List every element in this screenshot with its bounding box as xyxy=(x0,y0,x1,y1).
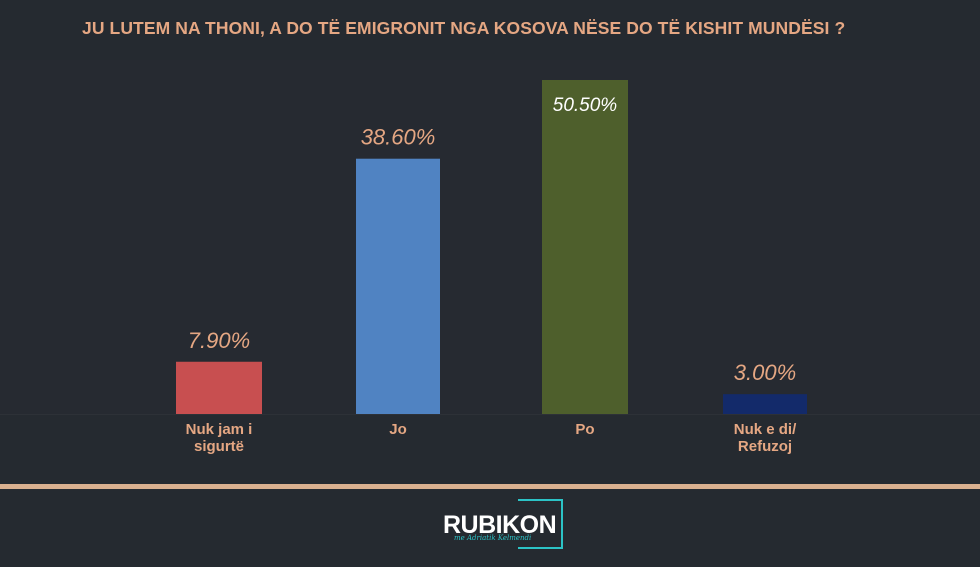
bar-1 xyxy=(176,361,262,414)
category-label-1: Nuk jam i sigurtë xyxy=(186,421,253,455)
logo-frame xyxy=(518,499,563,549)
logo-text: RUBIKON xyxy=(443,511,557,539)
bar-2 xyxy=(356,158,440,414)
category-label-4: Nuk e di/Refuzoj xyxy=(734,421,797,455)
bar-chart: 7.90% Nuk jam i sigurtë 38.60% Jo 50.50% Po 3.0… xyxy=(0,60,980,455)
plot-area xyxy=(0,60,980,415)
chart-title: JU LUTEM NA THONI, A DO TË EMIGRONIT NGA… xyxy=(82,18,846,38)
category-label-2: Jo xyxy=(389,421,407,438)
data-label-3: 50.50% xyxy=(553,95,618,116)
data-label-4: 3.00% xyxy=(734,360,796,385)
category-label-3: Po xyxy=(575,421,594,438)
bar-3 xyxy=(542,80,628,414)
logo-signature: me Adriatik Kelmendi xyxy=(454,534,532,542)
bar-4 xyxy=(723,394,807,414)
brand-logo: RUBIKON me Adriatik Kelmendi xyxy=(440,497,570,555)
footer-divider xyxy=(0,484,980,489)
data-label-2: 38.60% xyxy=(361,125,436,150)
data-label-1: 7.90% xyxy=(188,328,250,353)
